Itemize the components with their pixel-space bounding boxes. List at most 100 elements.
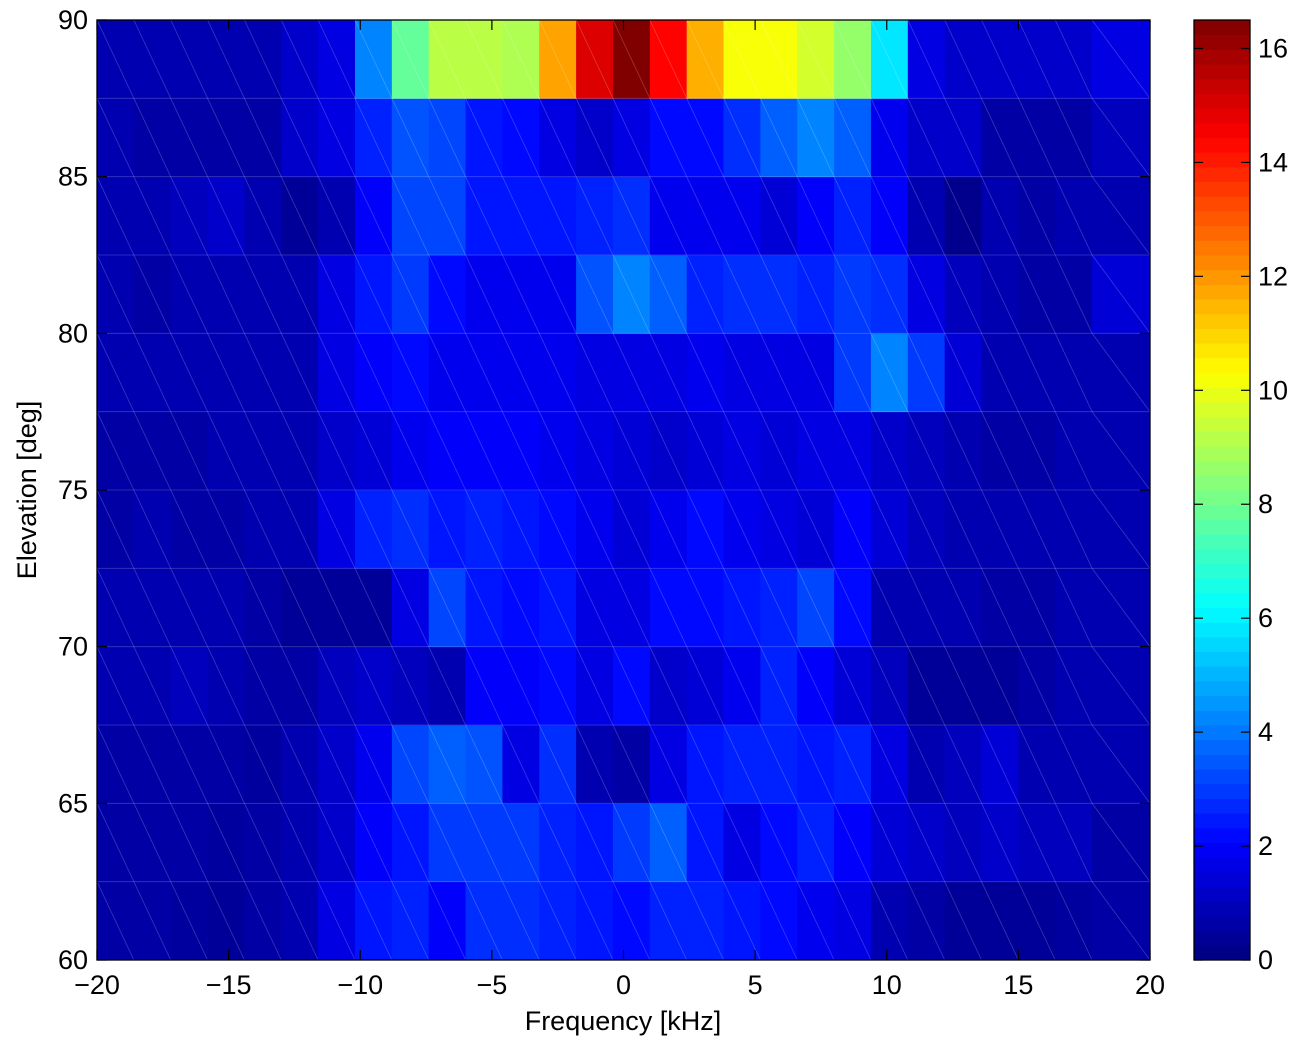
heatmap-cell (1018, 98, 1056, 178)
heatmap-cell (944, 98, 982, 178)
heatmap-cell (649, 411, 688, 491)
heatmap-cell (318, 333, 356, 413)
heatmap-cell (1018, 333, 1056, 413)
heatmap-cell (244, 176, 282, 256)
mesh-line (244, 333, 282, 412)
mesh-line (170, 176, 208, 256)
mesh-line (686, 98, 724, 177)
heatmap-cell (97, 568, 135, 648)
heatmap-cell (907, 646, 946, 726)
heatmap-cell (1018, 411, 1056, 491)
mesh-line (317, 803, 356, 882)
colorbar (1194, 20, 1250, 961)
mesh-line (796, 881, 835, 961)
mesh-line (354, 646, 393, 726)
heatmap-cell (981, 881, 1019, 961)
heatmap-cell (133, 646, 172, 726)
mesh-line (649, 411, 688, 491)
heatmap-cell (686, 176, 724, 256)
heatmap-cell (1055, 646, 1093, 726)
mesh-line (944, 176, 982, 256)
heatmap-cell (907, 20, 946, 99)
mesh-line (354, 19, 393, 99)
mesh-line (96, 881, 135, 961)
mesh-line (465, 176, 503, 256)
heatmap-cell (133, 333, 172, 413)
heatmap-cell (391, 803, 430, 883)
x-tick-label: 20 (1135, 970, 1165, 1000)
mesh-line (538, 254, 577, 334)
mesh-line (1018, 724, 1056, 804)
heatmap-cell (834, 490, 872, 569)
heatmap-cell (170, 881, 208, 961)
heatmap-cell (539, 333, 577, 413)
mesh-line (944, 19, 982, 99)
mesh-line (870, 724, 909, 804)
mesh-line (686, 881, 724, 961)
heatmap-cell (907, 725, 946, 804)
mesh-line (723, 646, 761, 726)
mesh-line (981, 568, 1019, 647)
mesh-line (907, 724, 946, 804)
heatmap-cell (944, 568, 982, 648)
mesh-line (612, 489, 651, 569)
mesh-line (96, 333, 135, 412)
mesh-line (870, 489, 909, 569)
heatmap-cell (834, 725, 872, 804)
mesh-line (796, 176, 835, 256)
colorbar-band (1194, 255, 1250, 271)
heatmap-cell (502, 333, 540, 413)
mesh-line (833, 724, 872, 804)
heatmap-cell (870, 411, 909, 491)
heatmap-cell (723, 98, 761, 178)
heatmap-cell (723, 255, 761, 334)
heatmap-cell (502, 20, 540, 99)
colorbar-tick-label: 16 (1258, 33, 1288, 63)
heatmap-cell (1018, 803, 1056, 883)
mesh-line (944, 803, 982, 882)
heatmap-cell (244, 490, 282, 569)
mesh-line (833, 19, 872, 99)
mesh-line (1054, 176, 1093, 256)
heatmap-cell (318, 568, 356, 648)
heatmap-cell (170, 803, 208, 883)
heatmap-cell (907, 881, 946, 961)
x-axis: −20 −15 −10 −5 0 5 10 15 20 (74, 20, 1165, 1000)
mesh-line (244, 254, 282, 334)
mesh-line (649, 568, 688, 647)
mesh-line (760, 646, 798, 726)
mesh-line (354, 333, 393, 412)
heatmap-cell (354, 255, 393, 334)
heatmap-cell (612, 98, 651, 178)
heatmap-cell (834, 568, 872, 648)
mesh-line (649, 254, 688, 334)
heatmap-cell (97, 803, 135, 883)
mesh-line (354, 254, 393, 334)
mesh-line (686, 254, 724, 334)
mesh-line (944, 411, 982, 491)
colorbar-band (1194, 64, 1250, 80)
heatmap-cell (870, 725, 909, 804)
mesh-line (612, 98, 651, 177)
heatmap-cell (981, 255, 1019, 334)
x-tick-label: 10 (872, 970, 902, 1000)
mesh-line (317, 254, 356, 334)
mesh-line (833, 411, 872, 491)
heatmap-cell (981, 98, 1019, 178)
mesh-line (244, 881, 282, 961)
heatmap-cell (391, 881, 430, 961)
mesh-line (538, 881, 577, 961)
heatmap-cell (760, 646, 798, 726)
mesh-line (760, 19, 798, 99)
mesh-line (391, 98, 430, 177)
mesh-line (170, 333, 208, 412)
mesh-line (354, 881, 393, 961)
heatmap-cell (97, 20, 135, 99)
mesh-line (96, 803, 135, 882)
mesh-line (649, 176, 688, 256)
heatmap-cell (502, 98, 540, 178)
heatmap-cell (502, 176, 540, 256)
colorbar-band (1194, 108, 1250, 124)
heatmap-cell (539, 255, 577, 334)
colorbar-band (1194, 783, 1250, 799)
